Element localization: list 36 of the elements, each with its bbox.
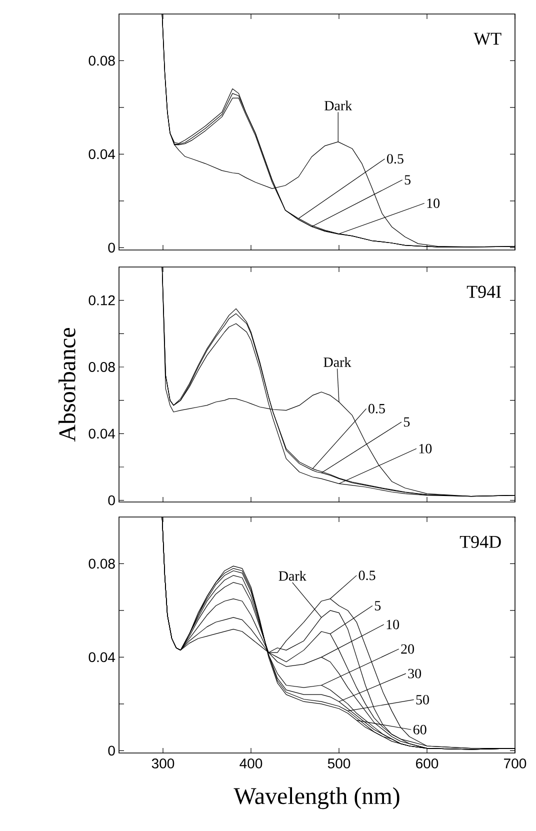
- y-tick-label: 0.08: [88, 362, 115, 372]
- annotation: 10: [427, 198, 440, 208]
- annotation: 5: [374, 601, 381, 610]
- y-tick-label: 0.04: [88, 652, 116, 662]
- y-tick-label: 0.04: [88, 149, 116, 160]
- x-axis-title: Wavelength (nm): [234, 787, 400, 810]
- annotation: 0.5: [358, 570, 376, 580]
- annotation: 20: [401, 644, 414, 654]
- annotation: Dark: [278, 570, 306, 581]
- annotation: Dark: [324, 100, 352, 110]
- y-tick-label: 0.12: [88, 295, 115, 306]
- x-tick-label: 300: [152, 758, 174, 768]
- annotation: 30: [408, 668, 422, 678]
- annotation: 5: [404, 175, 411, 185]
- y-tick-label: 0.08: [88, 56, 115, 66]
- x-tick-label: 400: [240, 758, 262, 768]
- annotation: 60: [413, 724, 426, 734]
- x-tick-label: 600: [416, 758, 438, 768]
- text: WT: [474, 32, 502, 45]
- annotation: 50: [416, 694, 429, 704]
- annotation: 5: [404, 417, 410, 427]
- y-tick-label: 0: [108, 746, 115, 756]
- annotation: 10: [419, 444, 432, 454]
- y-tick-label: 0.08: [88, 558, 115, 569]
- x-tick-label: 500: [328, 758, 350, 768]
- text: T94D: [460, 536, 501, 548]
- x-tick-label: 700: [504, 758, 526, 768]
- annotation: 10: [386, 620, 400, 630]
- annotation: Dark: [324, 357, 352, 367]
- text: T94I: [466, 286, 501, 298]
- annotation: 0.5: [368, 404, 385, 414]
- y-tick-label: 0.04: [88, 428, 116, 439]
- annotation: 0.5: [386, 154, 404, 164]
- y-tick-label: 0: [108, 242, 115, 253]
- y-tick-label: 0: [108, 495, 115, 506]
- y-axis-title: Absorbance: [58, 328, 76, 442]
